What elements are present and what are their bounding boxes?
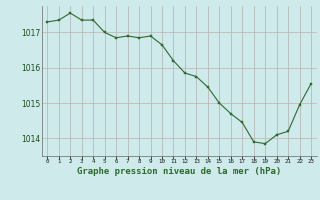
X-axis label: Graphe pression niveau de la mer (hPa): Graphe pression niveau de la mer (hPa) bbox=[77, 167, 281, 176]
